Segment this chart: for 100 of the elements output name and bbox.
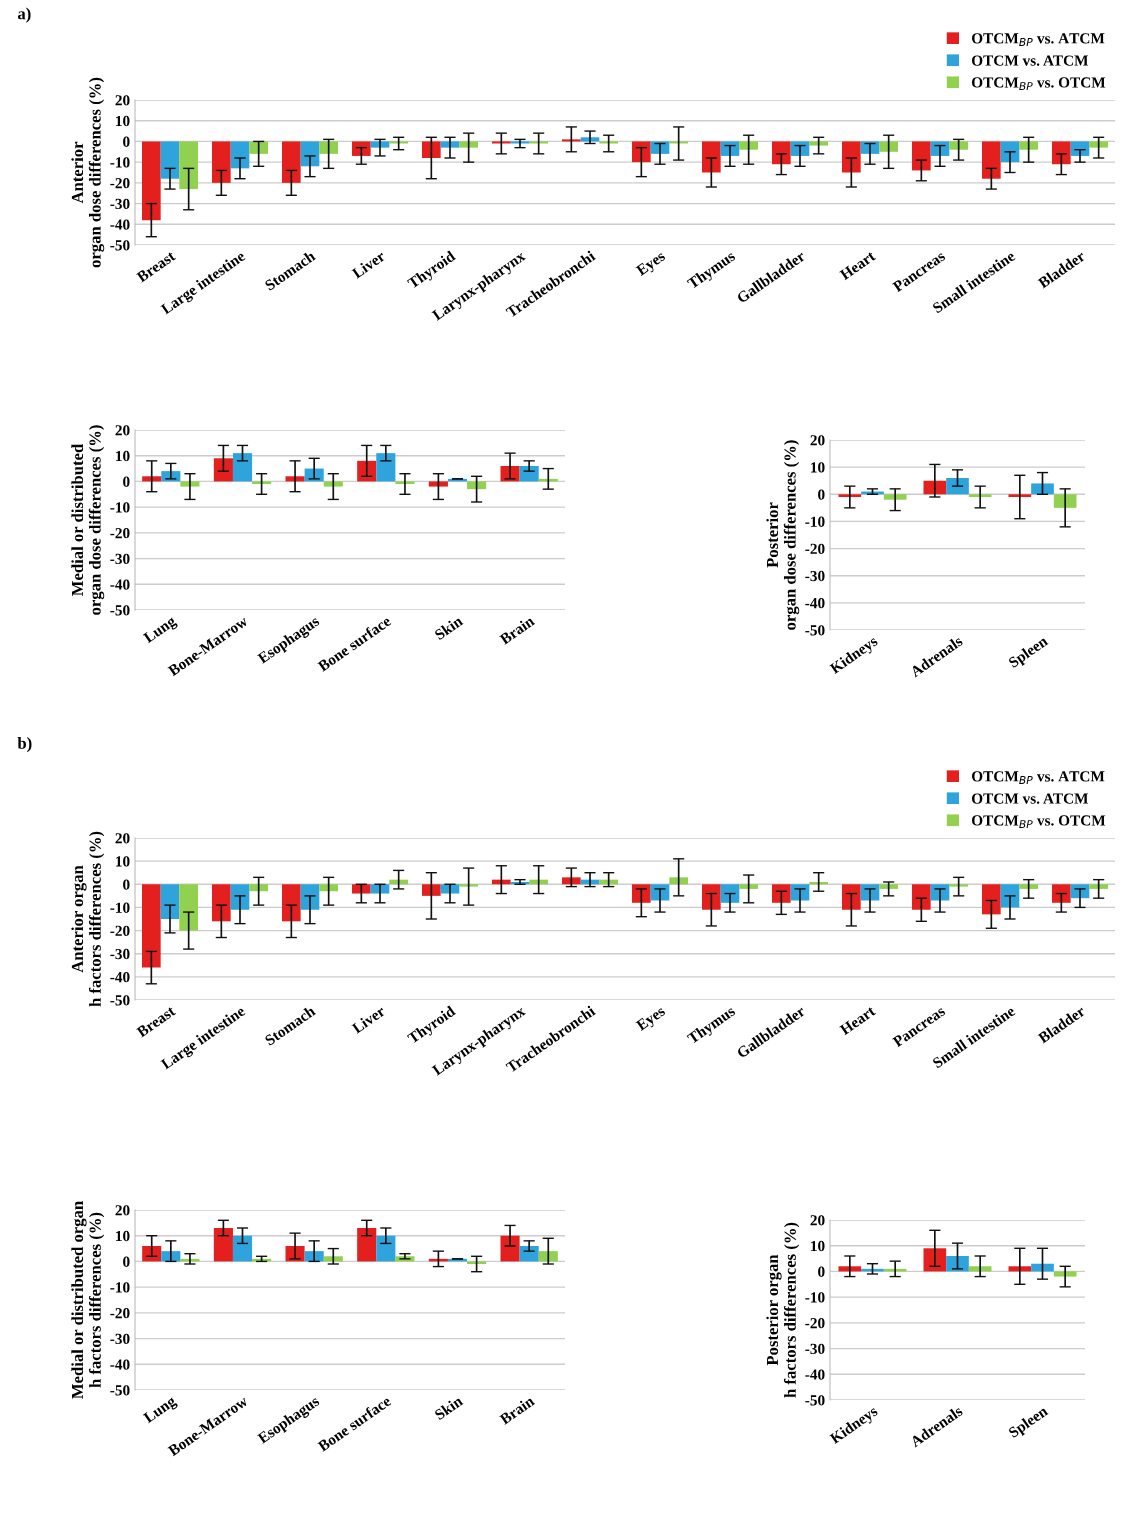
x-tick-label: Skin [433, 614, 464, 641]
bar [519, 1246, 539, 1262]
y-tick-label: -40 [110, 579, 130, 590]
bar [519, 466, 539, 482]
y-tick-label: 10 [811, 462, 825, 473]
bar [949, 884, 968, 887]
y-axis-title: Medial or distributed organ h factors differences (%) [71, 1201, 105, 1399]
bar [912, 884, 931, 910]
y-tick-label: -50 [805, 1395, 825, 1406]
y-tick-label: 0 [123, 136, 130, 147]
bar [323, 481, 343, 487]
bar [842, 884, 861, 910]
y-tick-label: 0 [818, 1266, 825, 1277]
y-tick-label: -40 [805, 1369, 825, 1380]
y-tick-label: -10 [110, 902, 130, 913]
y-tick-label: 20 [115, 833, 130, 844]
legend-label: OTCM vs. ATCM [971, 793, 1089, 804]
bar [1008, 494, 1032, 497]
y-tick-label: 20 [115, 1205, 130, 1216]
y-tick-label: -30 [110, 198, 130, 210]
x-tick-label: Eyes [635, 1005, 668, 1034]
y-tick-label: -30 [110, 1333, 130, 1345]
x-tick-label: Eyes [635, 250, 668, 279]
bar [395, 481, 415, 484]
y-tick-label: -40 [805, 598, 825, 609]
y-tick-label: -20 [805, 543, 825, 555]
y-tick-label: -50 [110, 240, 130, 251]
legend-label: OTCM$_{BP}$ vs. OTCM [971, 77, 1106, 90]
y-tick-label: -20 [110, 178, 130, 189]
y-tick-label: -10 [110, 502, 130, 513]
y-tick-label: 20 [115, 425, 130, 436]
bar [232, 1235, 253, 1262]
y-tick-label: -20 [110, 925, 130, 937]
bar [232, 453, 253, 482]
bar [702, 884, 721, 910]
y-tick-label: -40 [110, 1359, 130, 1370]
y-tick-label: 10 [116, 115, 130, 127]
bar [467, 481, 487, 490]
y-tick-label: -50 [110, 995, 130, 1006]
bar [212, 884, 231, 922]
bar [1052, 884, 1071, 903]
legend-label: OTCM$_{BP}$ vs. ATCM [971, 33, 1105, 46]
y-tick-label: 20 [810, 1215, 825, 1226]
bar [946, 478, 969, 495]
bar [968, 494, 992, 497]
bar [1089, 884, 1108, 889]
x-tick-label: Skin [433, 1394, 464, 1421]
y-tick-label: -10 [110, 157, 130, 168]
y-tick-label: 0 [123, 476, 130, 487]
y-axis-title: Anterior organ h factors differences (%) [71, 831, 105, 1007]
bar [213, 458, 233, 482]
bar [632, 884, 651, 903]
bar [179, 884, 198, 931]
y-tick-label: 10 [116, 856, 130, 867]
bar [883, 494, 907, 500]
y-tick-label: -50 [110, 1385, 130, 1396]
bar [142, 1246, 162, 1262]
bar [1008, 1266, 1032, 1272]
y-tick-label: -40 [110, 972, 130, 983]
bar [376, 453, 396, 482]
y-tick-label: -30 [805, 1343, 825, 1355]
bar [1053, 494, 1077, 508]
y-tick-label: -30 [110, 948, 130, 960]
y-tick-label: 0 [123, 1256, 130, 1267]
y-axis-title: Posterior organ dose differences (%) [766, 440, 800, 630]
legend-label: OTCM vs. ATCM [971, 55, 1089, 66]
y-tick-label: -10 [110, 1282, 130, 1293]
bar [252, 481, 272, 484]
y-tick-label: -40 [110, 219, 130, 230]
y-tick-label: -20 [110, 1308, 130, 1319]
bar [739, 884, 758, 889]
y-tick-label: 10 [116, 1230, 130, 1242]
bar [923, 1248, 947, 1272]
bar [142, 884, 161, 968]
y-tick-label: 0 [123, 879, 130, 890]
bar [982, 884, 1001, 915]
y-tick-label: -20 [805, 1318, 825, 1329]
bar [180, 481, 200, 487]
bar [500, 1235, 520, 1262]
y-tick-label: 0 [818, 489, 825, 500]
y-tick-label: -50 [805, 625, 825, 636]
y-axis-title: Anterior organ dose differences (%) [71, 77, 105, 268]
y-axis-title: Posterior organ h factors differences (%) [766, 1222, 800, 1398]
bar [772, 884, 791, 903]
bar [428, 481, 448, 487]
y-tick-label: -10 [805, 1292, 825, 1303]
y-tick-label: 20 [810, 435, 825, 446]
legend-label: OTCM$_{BP}$ vs. OTCM [971, 815, 1106, 828]
y-axis-title: Medial or distributed organ dose differences (%) [71, 425, 105, 615]
y-tick-label: -30 [110, 553, 130, 565]
chart-title: a) [17, 7, 31, 23]
bar [879, 884, 898, 889]
bar [357, 1228, 377, 1262]
y-tick-label: -30 [805, 570, 825, 582]
bar [376, 1235, 396, 1262]
y-tick-label: 10 [811, 1240, 825, 1252]
y-tick-label: -50 [110, 605, 130, 616]
y-tick-label: 20 [115, 95, 130, 106]
bar [213, 1228, 233, 1262]
bar [1031, 483, 1054, 495]
